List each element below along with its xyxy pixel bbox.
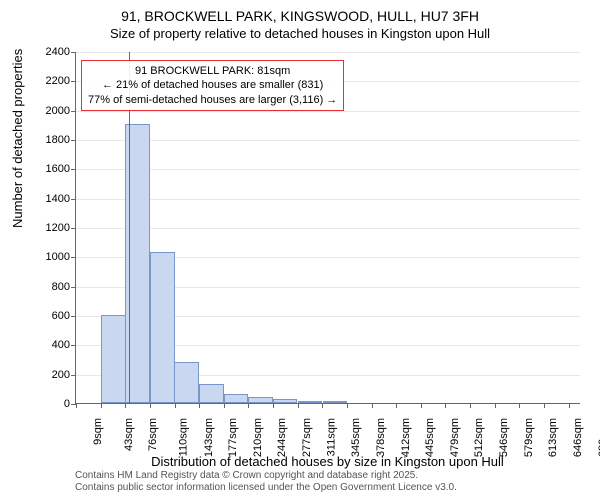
- chart-title-block: 91, BROCKWELL PARK, KINGSWOOD, HULL, HU7…: [0, 0, 600, 41]
- x-tick-mark: [101, 403, 102, 408]
- y-axis-label: Number of detached properties: [10, 49, 25, 228]
- x-tick-mark: [569, 403, 570, 408]
- x-tick-label: 43sqm: [123, 418, 135, 451]
- gridline: [76, 228, 580, 229]
- y-tick-mark: [71, 140, 76, 141]
- x-tick-label: 311sqm: [325, 418, 337, 456]
- histogram-bar: [248, 397, 273, 403]
- annotation-line1: 91 BROCKWELL PARK: 81sqm: [88, 64, 337, 78]
- x-tick-label: 512sqm: [474, 418, 486, 457]
- chart-title-line1: 91, BROCKWELL PARK, KINGSWOOD, HULL, HU7…: [0, 8, 600, 24]
- y-tick-label: 0: [64, 398, 70, 410]
- x-tick-mark: [273, 403, 274, 408]
- x-tick-mark: [519, 403, 520, 408]
- x-tick-label: 110sqm: [177, 418, 189, 456]
- annotation-box: 91 BROCKWELL PARK: 81sqm← 21% of detache…: [81, 60, 344, 111]
- x-tick-mark: [544, 403, 545, 408]
- x-tick-mark: [470, 403, 471, 408]
- gridline: [76, 169, 580, 170]
- histogram-bar: [199, 384, 224, 403]
- footer-line1: Contains HM Land Registry data © Crown c…: [75, 470, 457, 482]
- gridline: [76, 52, 580, 53]
- x-tick-mark: [248, 403, 249, 408]
- x-tick-mark: [445, 403, 446, 408]
- x-tick-mark: [298, 403, 299, 408]
- y-tick-label: 400: [52, 339, 70, 351]
- y-tick-label: 1000: [46, 251, 70, 263]
- y-tick-label: 1800: [46, 134, 70, 146]
- x-tick-label: 143sqm: [203, 418, 215, 457]
- y-tick-label: 600: [52, 310, 70, 322]
- y-tick-label: 1400: [46, 193, 70, 205]
- y-tick-label: 800: [52, 281, 70, 293]
- y-tick-mark: [71, 228, 76, 229]
- x-tick-mark: [76, 403, 77, 408]
- y-tick-mark: [71, 169, 76, 170]
- histogram-bar: [273, 399, 298, 403]
- x-tick-mark: [421, 403, 422, 408]
- histogram-plot-area: 91 BROCKWELL PARK: 81sqm← 21% of detache…: [75, 52, 580, 404]
- x-tick-mark: [396, 403, 397, 408]
- x-tick-mark: [495, 403, 496, 408]
- x-tick-label: 479sqm: [449, 418, 461, 457]
- x-tick-label: 177sqm: [227, 418, 239, 457]
- y-tick-mark: [71, 81, 76, 82]
- y-tick-label: 200: [52, 369, 70, 381]
- x-tick-label: 345sqm: [350, 418, 362, 457]
- y-tick-label: 1200: [46, 222, 70, 234]
- y-tick-label: 2400: [46, 46, 70, 58]
- x-tick-mark: [175, 403, 176, 408]
- y-tick-mark: [71, 52, 76, 53]
- y-tick-label: 1600: [46, 163, 70, 175]
- y-tick-label: 2200: [46, 75, 70, 87]
- y-tick-mark: [71, 257, 76, 258]
- x-tick-label: 646sqm: [572, 418, 584, 457]
- y-tick-mark: [71, 287, 76, 288]
- histogram-bar: [224, 394, 249, 403]
- annotation-line2: ← 21% of detached houses are smaller (83…: [88, 78, 337, 92]
- x-tick-mark: [372, 403, 373, 408]
- x-tick-label: 445sqm: [424, 418, 436, 457]
- x-tick-label: 378sqm: [375, 418, 387, 457]
- x-tick-label: 210sqm: [252, 418, 264, 457]
- y-tick-mark: [71, 316, 76, 317]
- gridline: [76, 199, 580, 200]
- x-tick-mark: [224, 403, 225, 408]
- y-tick-mark: [71, 345, 76, 346]
- y-tick-mark: [71, 111, 76, 112]
- histogram-bar: [101, 315, 126, 403]
- attribution-footer: Contains HM Land Registry data © Crown c…: [75, 470, 457, 494]
- annotation-line3: 77% of semi-detached houses are larger (…: [88, 93, 337, 107]
- x-tick-mark: [322, 403, 323, 408]
- chart-title-line2: Size of property relative to detached ho…: [0, 26, 600, 41]
- histogram-bar: [298, 401, 323, 403]
- x-tick-label: 680sqm: [597, 418, 600, 457]
- x-tick-mark: [347, 403, 348, 408]
- histogram-bar: [150, 252, 175, 403]
- y-tick-mark: [71, 375, 76, 376]
- y-tick-label: 2000: [46, 105, 70, 117]
- x-tick-mark: [199, 403, 200, 408]
- gridline: [76, 140, 580, 141]
- x-tick-label: 613sqm: [547, 418, 559, 457]
- x-tick-mark: [125, 403, 126, 408]
- y-tick-mark: [71, 199, 76, 200]
- x-tick-label: 244sqm: [277, 418, 289, 457]
- histogram-bar: [174, 362, 199, 403]
- x-tick-label: 277sqm: [301, 418, 313, 457]
- x-tick-label: 76sqm: [147, 418, 159, 451]
- x-tick-label: 412sqm: [400, 418, 412, 457]
- footer-line2: Contains public sector information licen…: [75, 482, 457, 494]
- x-tick-label: 9sqm: [92, 418, 104, 445]
- histogram-bar: [323, 401, 348, 403]
- x-tick-label: 546sqm: [498, 418, 510, 457]
- x-tick-mark: [150, 403, 151, 408]
- x-tick-label: 579sqm: [523, 418, 535, 457]
